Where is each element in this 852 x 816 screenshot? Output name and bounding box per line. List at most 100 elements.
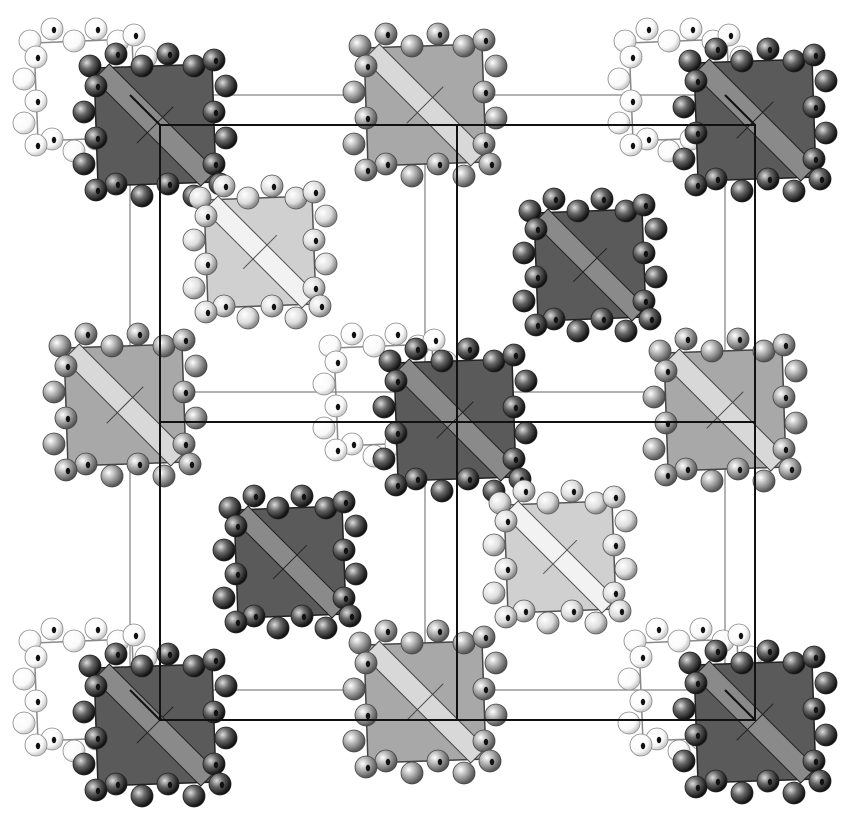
atom-mark (505, 614, 511, 622)
atom (348, 34, 372, 58)
polyhedron-edge (406, 86, 444, 124)
polyhedron-edge (106, 386, 144, 424)
atom-mark (767, 778, 773, 786)
atom (657, 29, 681, 53)
atom-mark (640, 742, 646, 750)
atom-mark (813, 706, 819, 714)
atom (730, 49, 754, 73)
atom-mark (467, 476, 473, 484)
atom (184, 406, 208, 430)
atom (12, 111, 36, 135)
atom-mark (65, 363, 71, 371)
atom (784, 411, 808, 435)
atom (644, 217, 668, 241)
atom (514, 421, 538, 445)
polyhedron-edge (136, 706, 174, 744)
polyhedron-edge (436, 401, 474, 439)
atom (512, 289, 536, 313)
atom-mark (95, 735, 101, 743)
atom (672, 749, 696, 773)
atom-mark (535, 274, 541, 282)
atom-mark (35, 698, 41, 706)
polyhedron-edge (542, 539, 578, 575)
atom-mark (365, 764, 371, 772)
atom (482, 349, 506, 373)
atom-mark (219, 781, 225, 789)
atom-mark (767, 46, 773, 54)
atom-mark (253, 613, 259, 621)
atom (484, 106, 508, 130)
atom-mark (553, 196, 559, 204)
atom-mark (351, 441, 357, 449)
atom (372, 447, 396, 471)
atom (342, 80, 366, 104)
cluster (212, 484, 368, 640)
atom (452, 761, 476, 785)
atom-mark (301, 493, 307, 501)
atom-mark (656, 626, 662, 634)
atom-mark (51, 736, 57, 744)
atom-mark (690, 26, 696, 34)
atom (566, 199, 590, 223)
atom-mark (35, 98, 41, 106)
atom-mark (483, 738, 489, 746)
atom (42, 432, 66, 456)
atom-mark (335, 359, 341, 367)
atom (284, 306, 308, 330)
atom (152, 464, 176, 488)
atom-mark (437, 31, 443, 39)
atom (236, 186, 260, 210)
atom-mark (343, 595, 349, 603)
atom-mark (65, 415, 71, 423)
atom-mark (613, 542, 619, 550)
atom (514, 369, 538, 393)
atom-mark (395, 378, 401, 386)
atom-mark (483, 634, 489, 642)
atom (130, 54, 154, 78)
atom-mark (789, 466, 795, 474)
atom (752, 339, 776, 363)
atom-mark (571, 608, 577, 616)
atom-mark (271, 303, 277, 311)
atom (266, 496, 290, 520)
atom-mark (65, 467, 71, 475)
cluster (672, 37, 838, 203)
atom (342, 132, 366, 156)
atom-mark (223, 183, 229, 191)
atom-mark (695, 78, 701, 86)
atom-mark (489, 161, 495, 169)
atom (730, 781, 754, 805)
atom-mark (51, 26, 57, 34)
atom-mark (437, 161, 443, 169)
atom (78, 54, 102, 78)
atom-mark (35, 142, 41, 150)
atom-mark (95, 83, 101, 91)
atom (782, 651, 806, 675)
atom-mark (253, 493, 259, 501)
atom-mark (646, 136, 652, 144)
atom (617, 667, 641, 691)
atom (362, 334, 386, 358)
atom-mark (95, 683, 101, 691)
atom-mark (535, 226, 541, 234)
atom (72, 752, 96, 776)
atom-mark (349, 613, 355, 621)
atom (400, 761, 424, 785)
cluster (182, 174, 338, 330)
cluster (672, 639, 838, 805)
polyhedron-edge (736, 101, 774, 139)
atom (752, 469, 776, 493)
atom-mark (505, 518, 511, 526)
atom-mark (685, 466, 691, 474)
atom-mark (395, 331, 401, 339)
polyhedron-edge (242, 234, 278, 270)
atom (182, 276, 206, 300)
atom-mark (601, 316, 607, 324)
atom-mark (167, 181, 173, 189)
atom (536, 611, 560, 635)
atom-mark (365, 167, 371, 175)
atom (584, 611, 608, 635)
polyhedron-edge (572, 247, 608, 283)
atom-mark (183, 389, 189, 397)
